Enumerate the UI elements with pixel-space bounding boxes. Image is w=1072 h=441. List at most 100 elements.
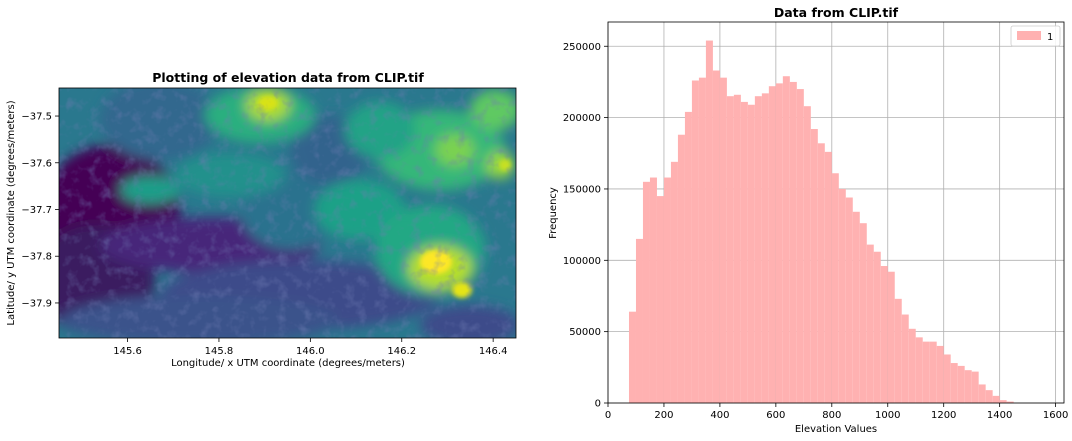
- histogram-y-tick-label: 0: [595, 399, 601, 410]
- histogram-bar: [999, 400, 1007, 403]
- histogram-bar: [817, 143, 825, 404]
- map-frame: [58, 87, 517, 339]
- histogram-panel: Data from CLIP.tif 0 200 400 600 800 1000 1200…: [548, 5, 1068, 435]
- histogram-y-axis: 0 50000 100000 150000 200000 250000: [563, 42, 608, 410]
- histogram-bar: [908, 328, 916, 403]
- histogram-bar: [740, 101, 748, 404]
- histogram-bar: [782, 76, 790, 403]
- histogram-bar: [677, 134, 685, 403]
- legend-label: 1: [1047, 32, 1053, 43]
- histogram-bar: [831, 173, 839, 403]
- histogram-x-tick-label: 800: [822, 410, 841, 421]
- histogram-bar: [733, 94, 741, 404]
- histogram-bar: [894, 298, 902, 403]
- histogram-x-tick-label: 200: [654, 410, 673, 421]
- map-x-tick-label: 145.8: [205, 346, 234, 357]
- histogram-bar: [985, 390, 993, 403]
- histogram-y-tick-label: 50000: [569, 327, 601, 338]
- histogram-y-tick-label: 250000: [563, 42, 601, 53]
- histogram-bar: [824, 151, 832, 403]
- histogram-bar: [635, 238, 643, 403]
- elevation-raster: [59, 88, 516, 338]
- histogram-x-tick-label: 1400: [987, 410, 1012, 421]
- map-y-tick-label: −37.8: [21, 252, 52, 263]
- histogram-bar: [929, 341, 937, 403]
- histogram-y-tick-label: 200000: [563, 113, 601, 124]
- histogram-x-tick-label: 0: [605, 410, 611, 421]
- histogram-x-tick-label: 400: [710, 410, 729, 421]
- map-x-axis-label: Longitude/ x UTM coordinate (degrees/met…: [171, 358, 405, 369]
- histogram-bar: [747, 104, 755, 404]
- histogram-bar: [866, 244, 874, 403]
- histogram-bar: [712, 70, 720, 404]
- map-x-tick-label: 146.4: [479, 346, 508, 357]
- histogram-bar: [761, 93, 769, 403]
- histogram-bar: [852, 211, 860, 403]
- histogram-bar: [670, 161, 678, 403]
- histogram-bar: [684, 111, 692, 404]
- map-y-tick-label: −37.6: [21, 158, 52, 169]
- map-x-tick-label: 146.0: [296, 346, 325, 357]
- histogram-bar: [859, 223, 867, 403]
- map-x-axis: 145.6 145.8 146.0 146.2 146.4: [113, 338, 507, 357]
- histogram-bar: [978, 384, 986, 403]
- histogram-bar: [796, 89, 804, 403]
- histogram-bar: [880, 266, 888, 403]
- histogram-bar: [810, 129, 818, 404]
- histogram-bar: [936, 345, 944, 403]
- histogram-bar: [726, 96, 734, 404]
- histogram-bar: [1006, 401, 1014, 403]
- histogram-x-tick-label: 1200: [931, 410, 956, 421]
- histogram-title: Data from CLIP.tif: [774, 5, 899, 20]
- histogram-bar: [698, 77, 706, 404]
- histogram-bar: [971, 371, 979, 403]
- histogram-legend: 1: [1010, 25, 1061, 47]
- histogram-bar: [691, 80, 699, 403]
- histogram-frame: [607, 21, 1065, 404]
- map-y-axis: −37.5 −37.6 −37.7 −37.8 −37.9: [21, 112, 59, 309]
- histogram-bar: [845, 197, 853, 403]
- histogram-x-tick-label: 600: [766, 410, 785, 421]
- histogram-bar: [642, 181, 650, 403]
- histogram-bar: [887, 271, 895, 403]
- histogram-x-tick-label: 1000: [875, 410, 900, 421]
- histogram-bar: [656, 196, 664, 403]
- histogram-bar: [705, 40, 713, 403]
- histogram-bar: [663, 177, 671, 403]
- histogram-bar: [768, 86, 776, 403]
- histogram-bar: [789, 81, 797, 403]
- histogram-x-axis-label: Elevation Values: [795, 424, 877, 435]
- histogram-bar: [901, 314, 909, 403]
- histogram-y-axis-label: Frequency: [548, 187, 559, 239]
- histogram-bar: [754, 96, 762, 404]
- histogram-y-tick-label: 150000: [563, 184, 601, 195]
- histogram-bar: [838, 188, 846, 403]
- histogram-bar: [992, 395, 1000, 403]
- histogram-bar: [649, 177, 657, 403]
- map-x-tick-label: 145.6: [113, 346, 142, 357]
- histogram-x-tick-label: 1600: [1043, 410, 1068, 421]
- map-title: Plotting of elevation data from CLIP.tif: [152, 70, 424, 85]
- histogram-bar: [803, 106, 811, 403]
- histogram-bar: [950, 363, 958, 403]
- legend-swatch: [1017, 31, 1041, 40]
- histogram-bar: [922, 341, 930, 403]
- histogram-bar: [957, 365, 965, 403]
- histogram-bar: [719, 77, 727, 404]
- map-y-tick-label: −37.7: [21, 205, 52, 216]
- histogram-bar: [628, 311, 636, 403]
- histogram-bar: [775, 83, 783, 403]
- histogram-bars: [628, 40, 1014, 404]
- map-x-tick-label: 146.2: [387, 346, 416, 357]
- histogram-y-tick-label: 100000: [563, 256, 601, 267]
- map-y-axis-label: Latitude/ y UTM coordinate (degrees/mete…: [6, 100, 17, 325]
- histogram-bar: [964, 370, 972, 403]
- histogram-bar: [873, 251, 881, 403]
- histogram-bar: [915, 337, 923, 403]
- histogram-bar: [943, 354, 951, 403]
- map-y-tick-label: −37.9: [21, 298, 52, 309]
- map-y-tick-label: −37.5: [21, 112, 52, 123]
- histogram-x-axis: 0 200 400 600 800 1000 1200 1400 1600: [605, 403, 1068, 421]
- elevation-map-panel: Plotting of elevation data from CLIP.tif: [6, 70, 517, 369]
